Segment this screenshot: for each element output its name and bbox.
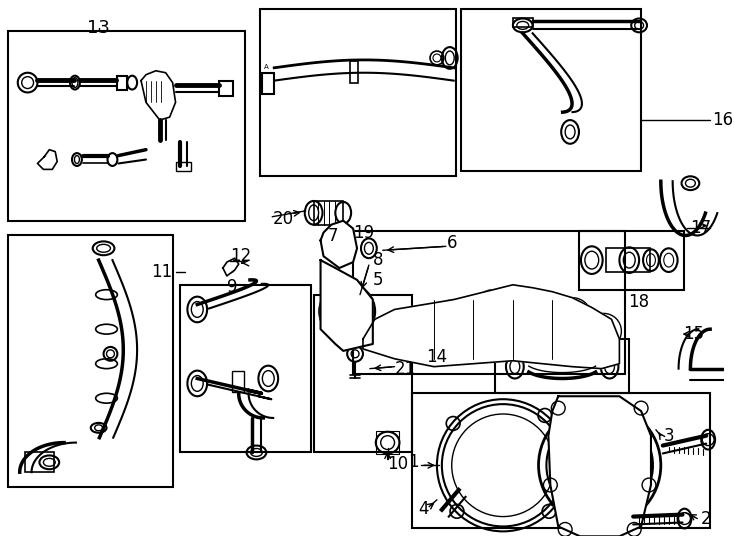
Bar [25,453,54,472]
Bar [413,393,710,529]
Polygon shape [548,396,651,536]
Bar [232,370,244,392]
Polygon shape [321,260,373,351]
Text: 5: 5 [373,271,383,289]
Polygon shape [141,71,175,120]
Bar [579,231,685,290]
Bar [261,9,456,176]
Polygon shape [363,285,619,369]
Bar [353,231,625,374]
Bar [219,80,233,97]
Polygon shape [37,150,57,170]
Text: 21: 21 [394,360,415,377]
Bar [513,17,533,28]
Text: 3: 3 [664,427,675,445]
Bar [262,73,275,94]
Bar [606,248,650,272]
Bar [181,285,310,453]
Bar [313,201,344,225]
Text: 19: 19 [353,224,374,241]
Bar [495,339,629,393]
Text: 7: 7 [327,227,338,246]
Text: 12: 12 [230,247,251,265]
Text: 14: 14 [426,348,447,366]
Text: A: A [264,64,269,70]
Text: 1: 1 [409,454,419,471]
Bar [376,431,399,455]
Text: 13: 13 [87,19,110,37]
Text: 11: 11 [151,263,172,281]
Text: 20: 20 [273,210,294,228]
Text: 18: 18 [628,293,650,310]
Text: 10: 10 [388,455,409,473]
Text: 9: 9 [227,278,237,296]
Text: 17: 17 [691,219,711,237]
Bar [313,295,413,453]
Bar [461,9,641,171]
Text: 2: 2 [700,510,711,528]
Text: 6: 6 [447,234,457,252]
Polygon shape [223,258,239,276]
Text: 16: 16 [712,111,733,129]
Polygon shape [321,221,357,268]
Bar [350,61,358,83]
Text: 15: 15 [683,325,705,343]
Bar [8,235,172,487]
Bar [8,31,244,221]
Text: 4: 4 [418,500,429,518]
Bar [117,76,127,90]
Bar [175,161,192,171]
Text: 8: 8 [373,251,383,269]
